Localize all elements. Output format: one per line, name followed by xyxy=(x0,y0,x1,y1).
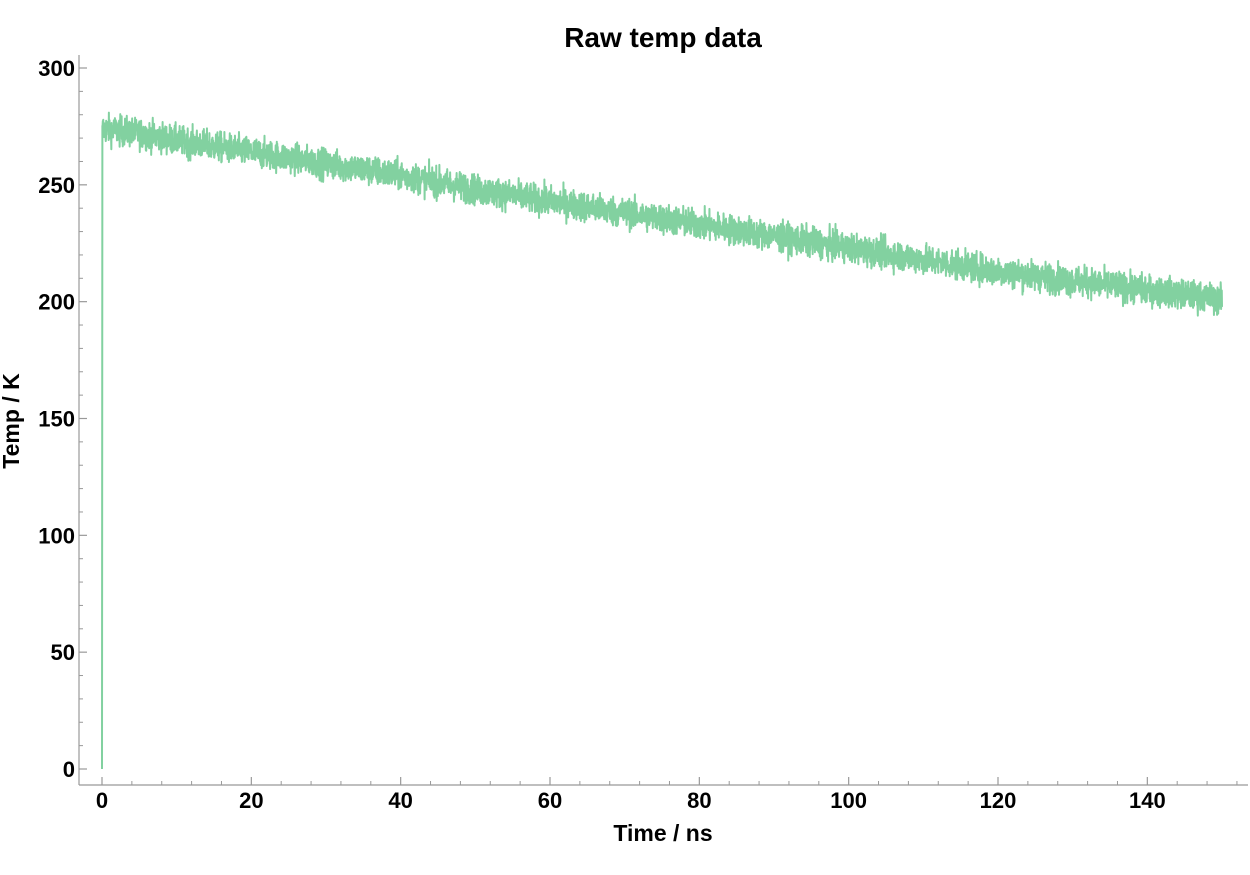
y-tick-label: 150 xyxy=(38,407,75,432)
y-tick-label: 100 xyxy=(38,523,75,548)
x-tick-label: 60 xyxy=(538,788,562,813)
y-tick-label: 200 xyxy=(38,290,75,315)
y-tick-label: 250 xyxy=(38,173,75,198)
x-tick-label: 0 xyxy=(96,788,108,813)
x-tick-label: 40 xyxy=(388,788,412,813)
y-tick-label: 300 xyxy=(38,56,75,81)
y-tick-label: 0 xyxy=(63,757,75,782)
series-line xyxy=(101,111,1223,770)
x-axis-label: Time / ns xyxy=(613,820,712,846)
x-tick-label: 100 xyxy=(830,788,867,813)
x-tick-label: 20 xyxy=(239,788,263,813)
y-axis-label: Temp / K xyxy=(0,373,24,469)
chart-title: Raw temp data xyxy=(564,22,762,53)
x-tick-label: 80 xyxy=(687,788,711,813)
x-tick-label: 120 xyxy=(980,788,1017,813)
y-tick-label: 50 xyxy=(51,640,75,665)
x-tick-label: 140 xyxy=(1129,788,1166,813)
plot-area: 0 20 40 60 80 100 120 140 0 50 100 150 200 250 300 xyxy=(38,55,1248,813)
